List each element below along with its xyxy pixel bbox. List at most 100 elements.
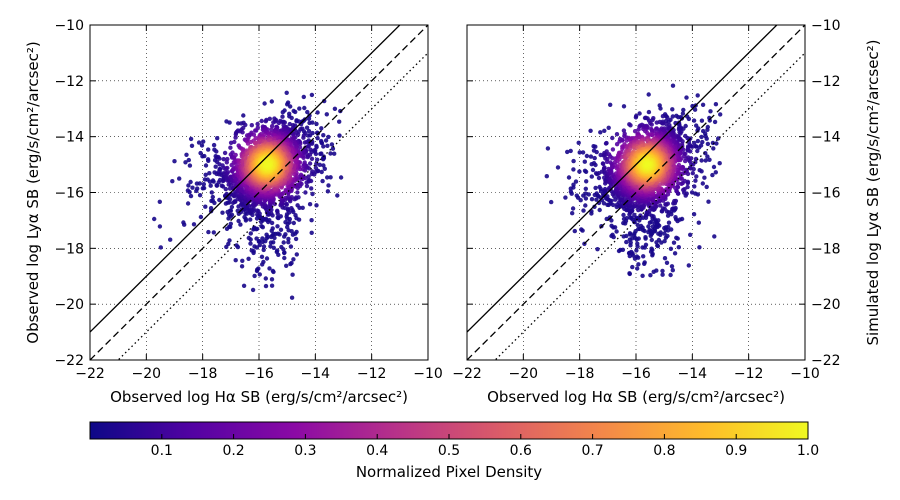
reference-line-dotted bbox=[117, 52, 428, 360]
scatter-point bbox=[210, 198, 215, 203]
scatter-point bbox=[627, 231, 633, 236]
scatter-point bbox=[264, 256, 270, 261]
scatter-point bbox=[620, 247, 626, 252]
scatter-point bbox=[309, 171, 314, 177]
scatter-point bbox=[568, 148, 573, 154]
scatter-point bbox=[232, 139, 237, 145]
y-tick-label: −18 bbox=[54, 241, 84, 257]
scatter-point bbox=[239, 264, 245, 269]
scatter-point bbox=[228, 221, 233, 226]
scatter-point bbox=[278, 227, 284, 232]
scatter-point bbox=[321, 133, 326, 138]
scatter-point bbox=[695, 138, 701, 144]
scatter-point bbox=[583, 203, 588, 208]
scatter-point bbox=[649, 237, 654, 243]
scatter-point bbox=[664, 118, 669, 124]
scatter-point bbox=[280, 110, 285, 115]
scatter-point bbox=[328, 175, 333, 180]
scatter-point bbox=[630, 208, 635, 213]
scatter-point bbox=[284, 201, 289, 207]
scatter-point bbox=[188, 179, 193, 185]
scatter-point bbox=[306, 133, 311, 138]
scatter-point bbox=[672, 251, 678, 256]
scatter-point bbox=[642, 260, 647, 265]
scatter-point bbox=[225, 170, 231, 175]
scatter-point bbox=[314, 203, 319, 208]
scatter-point bbox=[658, 203, 663, 208]
scatter-point bbox=[319, 169, 324, 175]
scatter-point bbox=[335, 193, 340, 198]
scatter-point bbox=[594, 197, 599, 202]
scatter-point bbox=[246, 256, 251, 261]
scatter-point bbox=[627, 271, 632, 276]
scatter-point bbox=[544, 174, 549, 179]
y-tick-label: −16 bbox=[54, 186, 84, 202]
scatter-point bbox=[304, 183, 310, 189]
scatter-point bbox=[319, 126, 324, 131]
scatter-point bbox=[305, 109, 310, 115]
scatter-point bbox=[220, 184, 226, 189]
scatter-point bbox=[332, 151, 337, 156]
scatter-point bbox=[317, 162, 322, 167]
scatter-point bbox=[190, 185, 195, 190]
scatter-point bbox=[649, 219, 654, 224]
scatter-point bbox=[338, 175, 344, 180]
scatter-point bbox=[254, 236, 259, 241]
scatter-point bbox=[294, 229, 299, 235]
scatter-point bbox=[309, 92, 315, 98]
scatter-point bbox=[703, 133, 708, 139]
scatter-point bbox=[583, 186, 588, 191]
scatter-point bbox=[621, 104, 627, 109]
scatter-point bbox=[242, 214, 247, 220]
scatter-point bbox=[229, 212, 235, 217]
scatter-point bbox=[718, 112, 723, 117]
scatter-point bbox=[288, 104, 293, 109]
scatter-point bbox=[306, 128, 312, 134]
scatter-point bbox=[646, 224, 651, 229]
scatter-point bbox=[328, 151, 333, 156]
scatter-point bbox=[203, 204, 208, 209]
scatter-point bbox=[207, 171, 212, 176]
scatter-point bbox=[596, 175, 602, 181]
scatter-point bbox=[701, 128, 706, 134]
scatter-point bbox=[225, 156, 230, 162]
scatter-point bbox=[710, 140, 716, 146]
scatter-point bbox=[185, 201, 191, 206]
scatter-point bbox=[610, 147, 616, 152]
scatter-point bbox=[222, 150, 228, 156]
scatter-point bbox=[700, 181, 705, 186]
scatter-point bbox=[286, 240, 291, 245]
scatter-point bbox=[320, 178, 325, 184]
scatter-point bbox=[601, 161, 606, 166]
scatter-point bbox=[157, 224, 163, 229]
scatter-point bbox=[227, 120, 232, 125]
scatter-point bbox=[294, 252, 299, 257]
scatter-point bbox=[549, 199, 554, 205]
scatter-point bbox=[641, 254, 646, 259]
scatter-point bbox=[325, 189, 331, 194]
scatter-point bbox=[679, 181, 684, 186]
scatter-point bbox=[203, 163, 209, 168]
scatter-point bbox=[576, 140, 581, 145]
scatter-point bbox=[570, 211, 575, 216]
scatter-point bbox=[606, 125, 611, 130]
scatter-point bbox=[572, 228, 577, 234]
scatter-point bbox=[225, 165, 230, 171]
scatter-point bbox=[252, 273, 257, 279]
scatter-point bbox=[195, 186, 200, 191]
scatter-point bbox=[717, 161, 722, 166]
scatter-point bbox=[202, 153, 207, 159]
scatter-point bbox=[308, 147, 313, 152]
scatter-point bbox=[571, 158, 576, 164]
scatter-point bbox=[187, 189, 192, 195]
scatter-point bbox=[304, 125, 310, 130]
scatter-point bbox=[695, 93, 700, 98]
scatter-point bbox=[707, 118, 712, 123]
scatter-point bbox=[306, 116, 312, 122]
scatter-point bbox=[691, 212, 697, 217]
scatter-point bbox=[589, 197, 595, 202]
scatter-point bbox=[177, 176, 182, 181]
scatter-point bbox=[290, 272, 295, 277]
scatter-point bbox=[605, 156, 610, 162]
scatter-point bbox=[248, 241, 253, 246]
